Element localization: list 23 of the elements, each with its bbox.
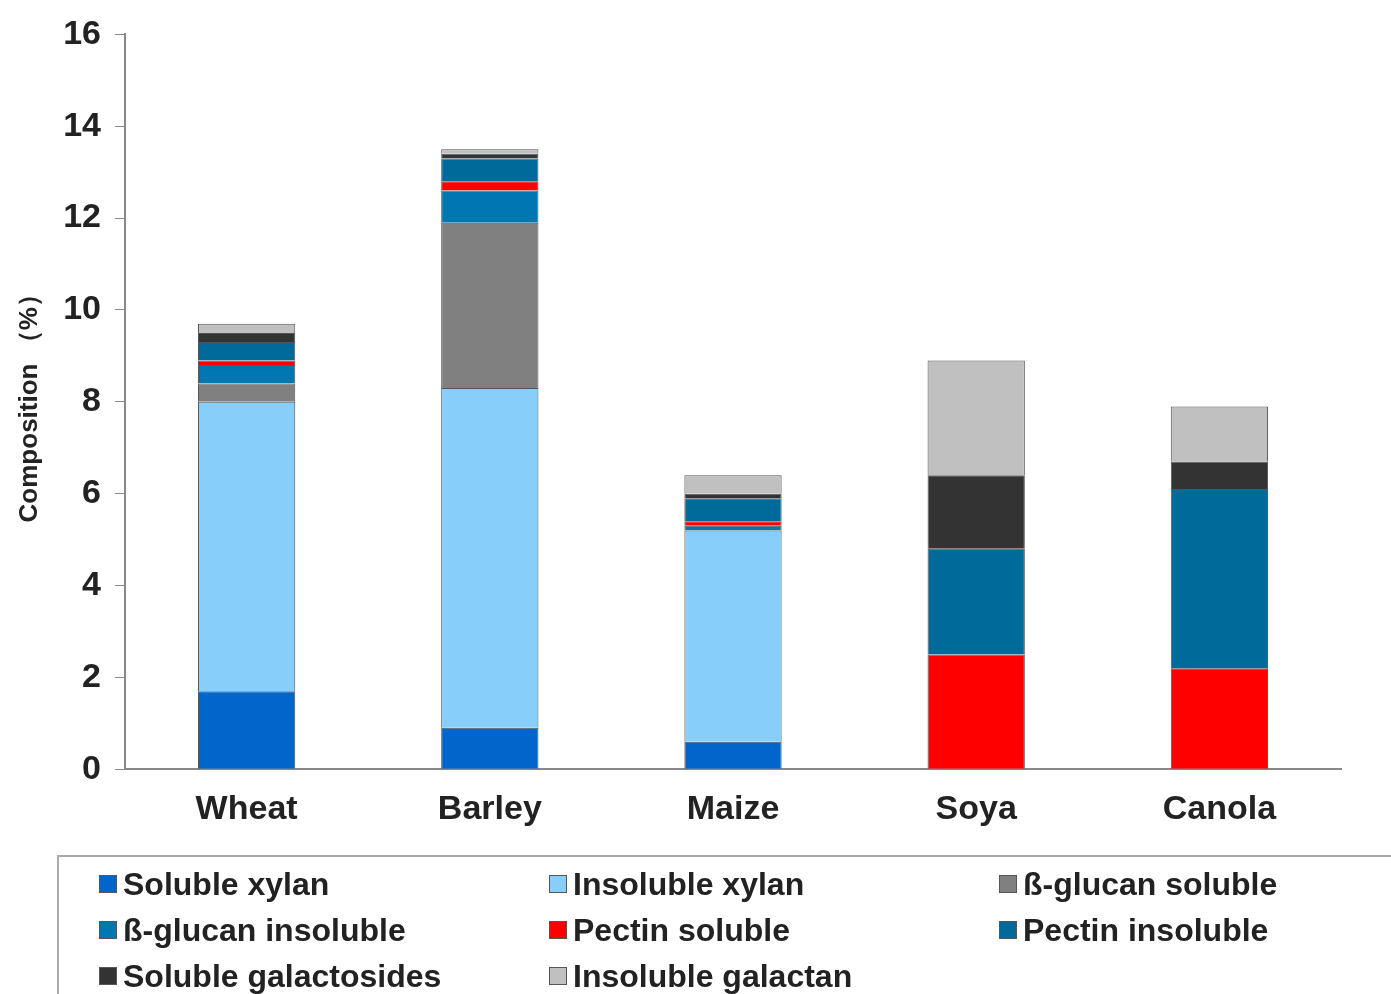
legend-label: Insoluble galactan xyxy=(572,956,854,994)
legend-label: Pectin insoluble xyxy=(1022,910,1270,950)
x-tick-label: Wheat xyxy=(195,787,298,826)
y-tick-label: 16 xyxy=(63,12,102,51)
legend-label: Insoluble xylan xyxy=(572,864,806,904)
x-tick-label: Canola xyxy=(1162,787,1278,826)
legend-label: ß-glucan soluble xyxy=(1022,864,1279,904)
y-tick-label: 14 xyxy=(63,104,102,143)
y-tick-label: 10 xyxy=(63,288,102,327)
y-tick-label: 6 xyxy=(82,472,102,511)
x-tick-label: Soya xyxy=(935,787,1018,826)
legend-label: Soluble galactosides xyxy=(122,956,443,994)
y-tick-label: 8 xyxy=(82,380,102,419)
y-tick-label: 12 xyxy=(63,196,102,235)
y-tick-label: 4 xyxy=(82,563,102,602)
y-tick-label: 2 xyxy=(82,655,102,694)
y-tick-label: 0 xyxy=(82,747,102,786)
x-tick-label: Barley xyxy=(437,787,542,826)
legend-label: ß-glucan insoluble xyxy=(122,910,407,950)
x-tick-label: Maize xyxy=(686,787,780,826)
legend-label: Pectin soluble xyxy=(572,910,791,950)
y-axis-title: Composition （%） xyxy=(12,281,43,523)
legend-label: Soluble xylan xyxy=(122,864,331,904)
